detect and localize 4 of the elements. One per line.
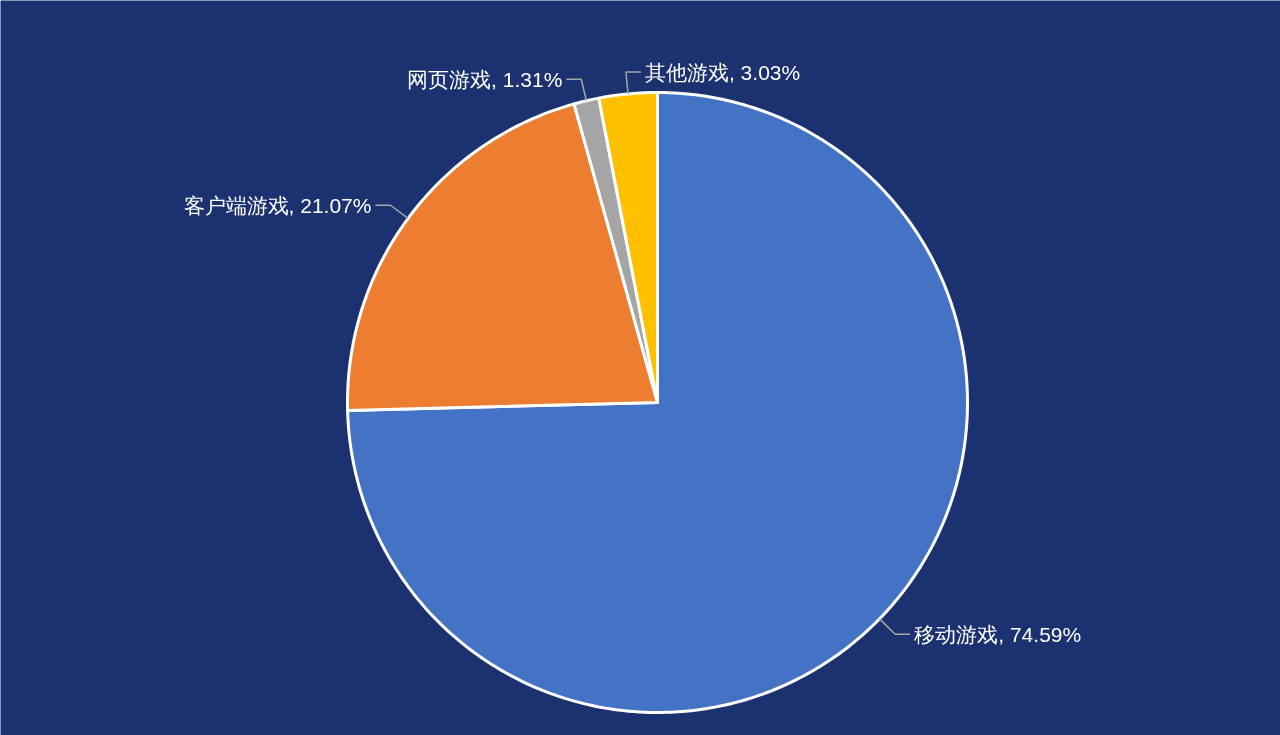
slice-label: 其他游戏, 3.03% [644, 60, 801, 84]
slice-label: 客户端游戏, 21.07% [183, 193, 372, 217]
slice-label: 网页游戏, 1.31% [407, 67, 563, 91]
slice-label: 移动游戏, 74.59% [914, 622, 1082, 646]
